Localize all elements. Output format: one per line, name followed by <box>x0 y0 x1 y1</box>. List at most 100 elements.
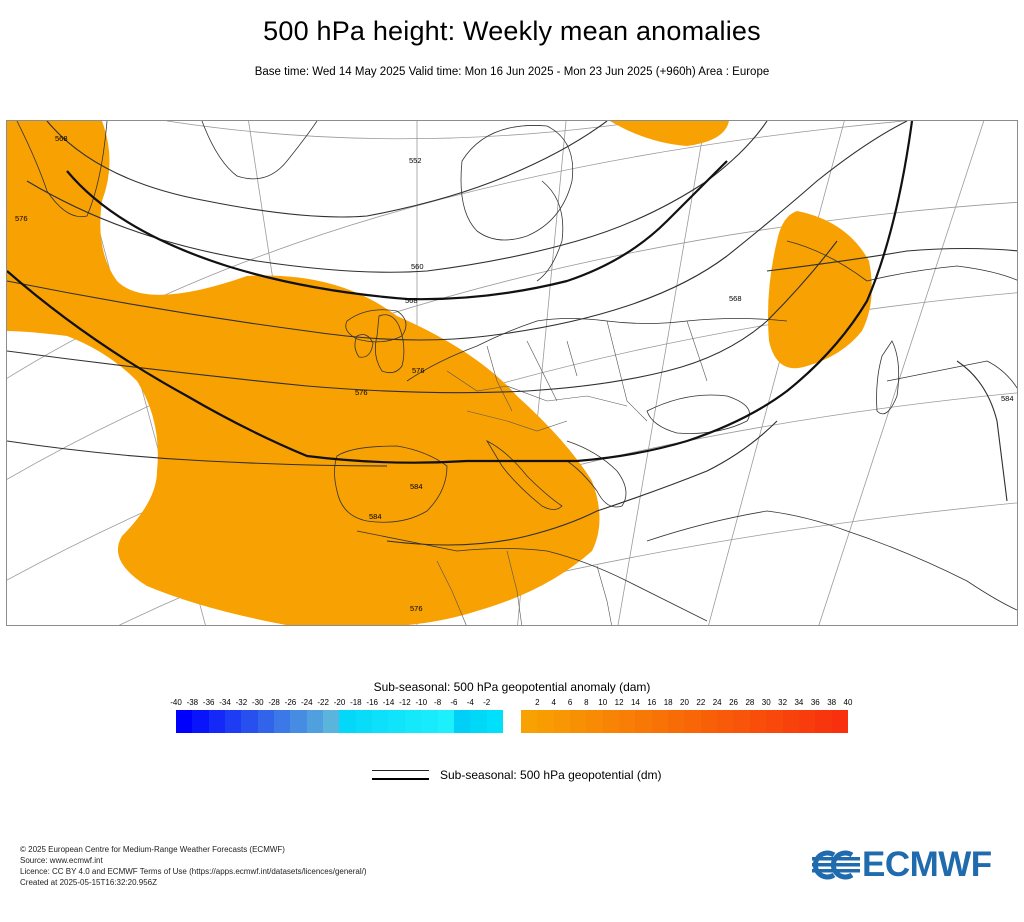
footer-created: Created at 2025-05-15T16:32:20.956Z <box>20 878 157 887</box>
colorbar-segment <box>537 710 554 733</box>
footer-source: Source: www.ecmwf.int <box>20 856 103 865</box>
colorbar-segment <box>290 710 307 733</box>
colorbar-tick-label: -34 <box>219 698 231 707</box>
contour-label-584: 584 <box>369 512 382 521</box>
colorbar-tick-label: 28 <box>745 698 755 707</box>
colorbar-segment <box>323 710 340 733</box>
colorbar-segment <box>733 710 750 733</box>
colorbar-tick-label: 30 <box>761 698 771 707</box>
colorbar-tick-labels: -40 -38 -36 -34 -32 -30 -28 -26 -24 -22 -20 -18 -16-… <box>0 698 1024 710</box>
colorbar-tick-label: -14 <box>382 698 395 707</box>
contour-legend-thin-line <box>372 770 429 771</box>
footer-copyright: © 2025 European Centre for Medium-Range … <box>20 845 285 854</box>
colorbar-tick-label: 10 <box>598 698 608 707</box>
footer-credits: © 2025 European Centre for Medium-Range … <box>20 844 367 888</box>
country-borders <box>436 320 708 625</box>
contour-label-584d: 584 <box>1001 394 1014 403</box>
colorbar-tick-label: -2 <box>483 698 491 707</box>
colorbar-tick-label: -24 <box>301 698 313 707</box>
colorbar-segment <box>192 710 209 733</box>
colorbar-segment <box>815 710 832 733</box>
colorbar-segment <box>749 710 767 733</box>
contour-label-584b: 584 <box>410 482 423 491</box>
colorbar-tick-label: 2 <box>535 698 540 707</box>
colorbar-tick-label: 6 <box>567 698 573 707</box>
colorbar-tick-label: -18 <box>350 698 362 707</box>
colorbar-segment <box>241 710 258 733</box>
colorbar-tick-label: -12 <box>399 698 411 707</box>
colorbar-tick-label: 18 <box>663 698 673 707</box>
colorbar-tick-label: 26 <box>729 698 738 707</box>
colorbar-segment <box>404 710 422 733</box>
colorbar-tick-label: -4 <box>466 698 474 707</box>
colorbar-tick-label: -16 <box>366 698 378 707</box>
colorbar-segment <box>453 710 471 733</box>
colorbar-tick-label: 22 <box>696 698 706 707</box>
colorbar-segment <box>798 710 816 733</box>
contour-legend-bold-line <box>372 778 429 780</box>
colorbar-tick-label: 20 <box>680 698 689 707</box>
colorbar-tick-label: -26 <box>284 698 297 707</box>
colorbar-segment <box>619 710 636 733</box>
colorbar-tick-label: 12 <box>614 698 624 707</box>
contour-legend-label: Sub-seasonal: 500 hPa geopotential (dm) <box>440 768 662 782</box>
colorbar-tick-label: 40 <box>843 698 853 707</box>
colorbar-segment <box>700 710 718 733</box>
chart-subtitle: Base time: Wed 14 May 2025 Valid time: M… <box>254 66 770 78</box>
colorbar-segment <box>668 710 685 733</box>
map-svg: 552 560 568 576 584 576 568 584 576 568 … <box>7 121 1017 625</box>
colorbar-segment <box>257 710 275 733</box>
colorbar-tick-label: -28 <box>268 698 280 707</box>
colorbar-positive <box>521 710 848 733</box>
colorbar-segment <box>651 710 669 733</box>
colorbar-segment <box>586 710 603 733</box>
colorbar-negative <box>176 710 503 733</box>
colorbar-segment <box>421 710 438 733</box>
colorbar-segment <box>635 710 652 733</box>
colorbar-tick-label: -40 <box>170 698 182 707</box>
colorbar-segment <box>831 710 848 733</box>
contour-label-568: 568 <box>405 296 418 305</box>
colorbar-segment <box>553 710 571 733</box>
europe-map: 552 560 568 576 584 576 568 584 576 568 … <box>6 120 1018 626</box>
contour-label-576e: 576 <box>410 604 423 613</box>
colorbar-segment <box>684 710 701 733</box>
colorbar-tick-label: 14 <box>630 698 640 707</box>
colorbar-segment <box>782 710 799 733</box>
colorbar-tick-label: 24 <box>712 698 722 707</box>
contour-legend: Sub-seasonal: 500 hPa geopotential (dm) <box>372 766 672 786</box>
colorbar-segment <box>437 710 454 733</box>
colorbar-tick-label: 36 <box>810 698 820 707</box>
ecmwf-logo: ECMWF <box>812 845 1008 885</box>
contour-label-552: 552 <box>409 156 422 165</box>
anomaly-shading <box>7 121 872 625</box>
colorbar-segment <box>176 710 193 733</box>
colorbar-segment <box>355 710 373 733</box>
contour-label-568b: 568 <box>729 294 742 303</box>
anomaly-legend-title: Sub-seasonal: 500 hPa geopotential anoma… <box>373 680 651 694</box>
colorbar-tick-label: -30 <box>251 698 264 707</box>
colorbar-tick-label: -8 <box>434 698 442 707</box>
colorbar-segment <box>602 710 620 733</box>
colorbar-tick-label: 38 <box>827 698 837 707</box>
colorbar-tick-label: -22 <box>317 698 329 707</box>
chart-title: 500 hPa height: Weekly mean anomalies <box>263 16 761 46</box>
colorbar-segment <box>372 710 389 733</box>
colorbar-segment <box>470 710 487 733</box>
colorbar-segment <box>208 710 226 733</box>
graticule <box>7 121 1017 625</box>
colorbar-tick-label: 8 <box>584 698 589 707</box>
colorbar-tick-label: -20 <box>333 698 346 707</box>
colorbar-segment <box>717 710 734 733</box>
colorbar-tick-label: -36 <box>202 698 215 707</box>
colorbar-segment <box>274 710 291 733</box>
ecmwf-logo-mark-icon <box>812 850 860 880</box>
geopotential-contours-bold <box>7 121 914 464</box>
colorbar-tick-label: -32 <box>235 698 248 707</box>
contour-label-576: 576 <box>355 388 368 397</box>
colorbar-tick-label: 32 <box>778 698 788 707</box>
colorbar-tick-label: -10 <box>415 698 428 707</box>
colorbar-segment <box>766 710 783 733</box>
colorbar-tick-label: 34 <box>794 698 804 707</box>
ecmwf-logo-text: ECMWF <box>862 845 992 884</box>
